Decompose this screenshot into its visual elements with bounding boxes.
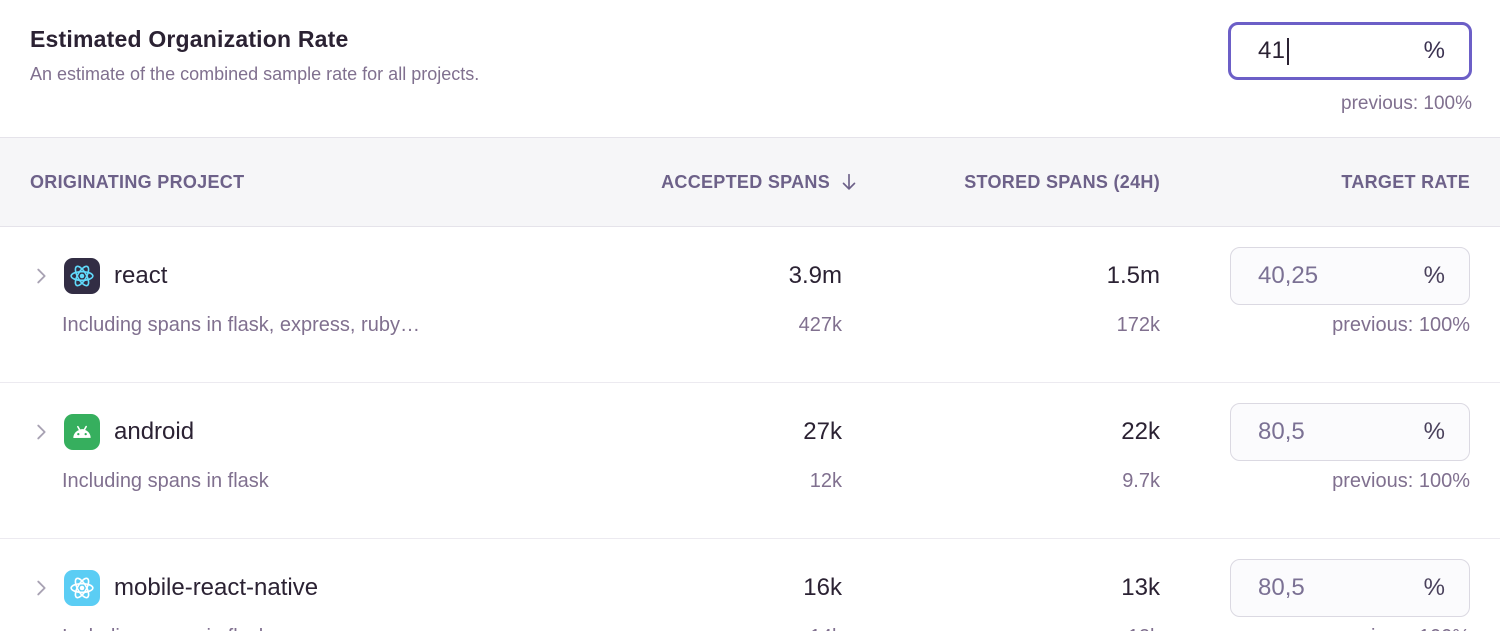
column-header-target-rate: TARGET RATE	[1341, 171, 1470, 192]
project-row-react: react 3.9m 1.5m 40,25 % Including spans …	[0, 247, 1500, 383]
project-name[interactable]: react	[114, 262, 168, 289]
sort-descending-icon[interactable]	[838, 171, 860, 193]
stored-spans-subvalue: 12k	[860, 626, 1170, 631]
row-subtext: Including spans in flask	[30, 626, 610, 631]
page-title: Estimated Organization Rate	[30, 26, 349, 52]
stored-spans-value: 1.5m	[1106, 262, 1160, 289]
target-rate-input[interactable]: 80,5 %	[1230, 559, 1470, 617]
column-header-accepted-spans[interactable]: ACCEPTED SPANS	[610, 171, 860, 193]
target-rate-input[interactable]: 80,5 %	[1230, 403, 1470, 461]
target-rate-value: 40,25	[1258, 262, 1319, 289]
row-previous-rate: previous: 100%	[1332, 314, 1470, 336]
react-logo-icon	[64, 258, 100, 294]
column-header-originating-project[interactable]: ORIGINATING PROJECT	[30, 171, 245, 192]
stored-spans-value: 22k	[1121, 418, 1160, 445]
percent-suffix: %	[1423, 37, 1445, 64]
expand-chevron-icon[interactable]	[30, 421, 52, 443]
react-logo-icon	[64, 570, 100, 606]
stored-spans-value: 13k	[1121, 574, 1160, 601]
org-rate-control: 41 % previous: 100%	[1228, 22, 1472, 115]
percent-suffix: %	[1423, 574, 1445, 601]
target-rate-value: 80,5	[1258, 418, 1305, 445]
expand-chevron-icon[interactable]	[30, 577, 52, 599]
accepted-spans-value: 27k	[803, 418, 842, 445]
row-subtext: Including spans in flask, express, ruby…	[62, 314, 420, 336]
estimated-org-rate-section: Estimated Organization Rate An estimate …	[0, 0, 1500, 137]
accepted-spans-subvalue: 14k	[610, 626, 860, 631]
org-rate-value: 41	[1258, 37, 1286, 64]
org-rate-previous: previous: 100%	[1341, 93, 1472, 114]
accepted-spans-subvalue: 12k	[809, 470, 842, 492]
android-logo-icon	[64, 414, 100, 450]
percent-suffix: %	[1423, 262, 1445, 289]
project-row-mobile-react-native: mobile-react-native 16k 13k 80,5 % Inclu…	[0, 559, 1500, 631]
accepted-spans-value: 16k	[803, 574, 842, 601]
project-name[interactable]: mobile-react-native	[114, 574, 319, 601]
target-rate-input[interactable]: 40,25 %	[1230, 247, 1470, 305]
accepted-spans-value: 3.9m	[788, 262, 842, 289]
row-subtext: Including spans in flask	[62, 470, 269, 492]
row-previous-rate: previous: 100%	[1170, 626, 1470, 631]
text-caret	[1287, 37, 1290, 65]
stored-spans-subvalue: 9.7k	[1122, 470, 1160, 492]
accepted-spans-subvalue: 427k	[798, 314, 842, 336]
table-header-row: ORIGINATING PROJECT ACCEPTED SPANS STORE…	[0, 137, 1500, 227]
org-rate-input[interactable]: 41 %	[1228, 22, 1472, 80]
target-rate-value: 80,5	[1258, 574, 1305, 601]
column-header-stored-spans[interactable]: STORED SPANS (24H)	[964, 171, 1160, 192]
project-row-android: android 27k 22k 80,5 % Including spans i…	[0, 403, 1500, 539]
stored-spans-subvalue: 172k	[1116, 314, 1160, 336]
page-subtitle: An estimate of the combined sample rate …	[30, 64, 480, 84]
accepted-spans-label: ACCEPTED SPANS	[661, 171, 830, 192]
expand-chevron-icon[interactable]	[30, 265, 52, 287]
percent-suffix: %	[1423, 418, 1445, 445]
project-name[interactable]: android	[114, 418, 195, 445]
row-previous-rate: previous: 100%	[1332, 470, 1470, 492]
